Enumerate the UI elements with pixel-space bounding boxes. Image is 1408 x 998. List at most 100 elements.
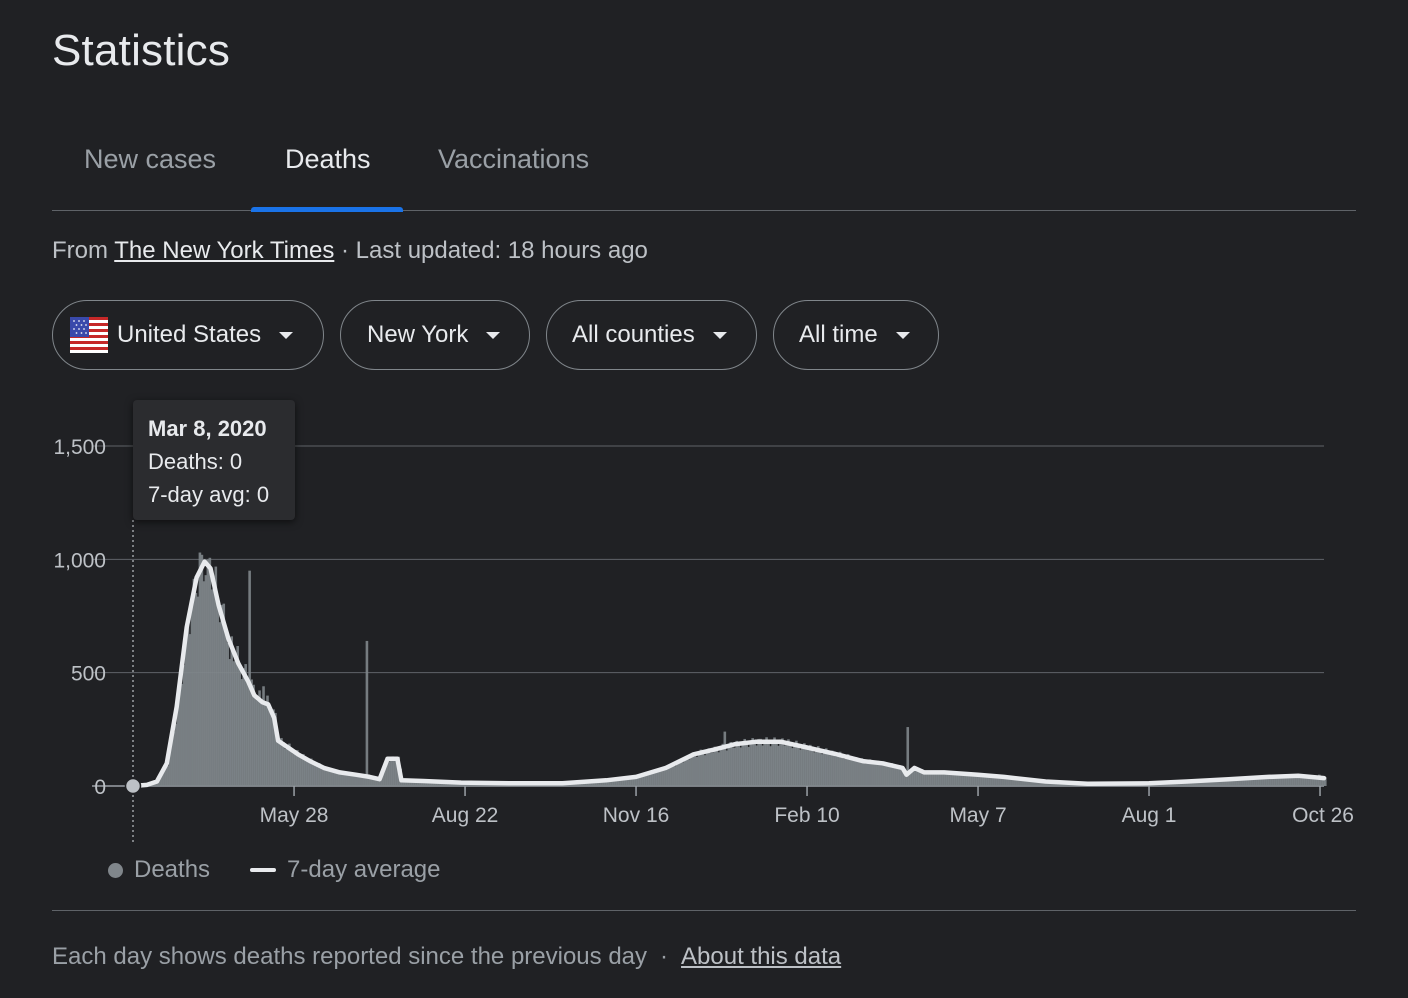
death-bar	[995, 776, 999, 786]
about-data-link[interactable]: About this data	[681, 943, 842, 970]
tab-vaccinations[interactable]: Vaccinations	[438, 144, 590, 174]
death-bar	[317, 763, 321, 786]
death-bar	[323, 766, 327, 786]
death-bar	[826, 753, 830, 786]
death-bar	[1254, 778, 1257, 786]
death-bar	[997, 777, 1001, 786]
source-link[interactable]: The New York Times	[114, 237, 335, 264]
death-bar	[204, 575, 208, 786]
death-bar	[697, 753, 701, 786]
death-bar	[1196, 781, 1200, 786]
death-bar	[771, 741, 774, 786]
death-bar	[888, 765, 892, 786]
death-bar	[1318, 774, 1321, 786]
death-bar	[1234, 778, 1238, 786]
state-filter[interactable]: New York	[340, 300, 530, 370]
death-bar	[914, 767, 917, 786]
chevron-down-icon	[895, 331, 910, 339]
death-bar	[882, 761, 886, 786]
deaths-chart[interactable]: 0 500 1,000 1,500 May 28 Aug 22 Nov 16 Feb 10 Ma…	[0, 390, 1408, 850]
death-bar	[968, 775, 971, 786]
death-bar	[874, 761, 878, 786]
death-bar	[622, 779, 625, 786]
death-bar	[309, 758, 313, 786]
death-bar	[232, 661, 236, 786]
death-bar	[413, 780, 416, 786]
death-bar	[814, 750, 818, 786]
death-bar	[349, 774, 353, 786]
death-bar	[765, 737, 768, 786]
death-bar	[282, 742, 285, 786]
death-bar	[709, 753, 713, 786]
death-bar	[1200, 780, 1204, 786]
death-bar	[643, 775, 647, 786]
death-bar	[1252, 777, 1256, 786]
death-bar	[395, 760, 399, 786]
death-bar	[852, 756, 856, 786]
death-bar	[1230, 779, 1234, 786]
death-bar	[638, 776, 641, 786]
tab-deaths[interactable]: Deaths	[285, 144, 371, 174]
death-bar	[244, 664, 247, 786]
death-bar	[1240, 779, 1244, 786]
time-range-filter[interactable]: All time	[773, 300, 939, 370]
death-bar	[164, 766, 168, 786]
death-bar	[1039, 780, 1043, 786]
last-updated: · Last updated: 18 hours ago	[341, 237, 648, 264]
death-bar	[1192, 780, 1196, 786]
death-bar	[751, 738, 754, 786]
death-bar	[1290, 776, 1293, 786]
country-filter[interactable]: United States	[52, 300, 324, 370]
death-bar	[1005, 777, 1009, 786]
death-bar	[958, 772, 961, 786]
death-bar	[206, 559, 210, 786]
death-bar	[425, 781, 428, 786]
death-bar	[954, 773, 957, 786]
death-bar	[653, 771, 657, 786]
death-bar	[393, 760, 397, 786]
death-bar	[920, 769, 923, 786]
county-filter[interactable]: All counties	[546, 300, 757, 370]
x-tick-label: Nov 16	[603, 804, 670, 827]
death-bar	[747, 747, 750, 786]
x-tick-label: May 28	[260, 804, 329, 827]
death-bar	[608, 780, 611, 786]
death-bar	[721, 743, 725, 786]
death-bar	[993, 775, 997, 786]
death-bar	[824, 748, 828, 786]
tooltip-deaths: Deaths: 0	[148, 449, 243, 474]
death-bar	[749, 741, 752, 786]
death-bar	[1262, 778, 1265, 786]
death-bar	[805, 749, 808, 786]
death-bar	[781, 738, 784, 786]
tab-new-cases[interactable]: New cases	[84, 144, 217, 174]
death-bar	[791, 748, 794, 786]
death-bar	[1226, 779, 1230, 786]
death-bar	[634, 776, 637, 786]
average-line	[130, 559, 1327, 789]
death-bar	[987, 775, 991, 786]
death-bar	[842, 758, 846, 786]
death-bar	[313, 765, 317, 786]
death-bar	[1296, 775, 1299, 786]
death-bar	[331, 768, 335, 786]
page-title: Statistics	[52, 26, 231, 75]
death-bar	[769, 746, 772, 786]
death-bar	[651, 773, 655, 786]
death-bar	[1007, 776, 1011, 786]
death-bar	[673, 766, 677, 786]
death-bar	[964, 772, 967, 786]
death-bar	[928, 771, 931, 786]
death-bar	[612, 779, 615, 786]
death-bar	[711, 752, 715, 786]
chart-legend: Deaths 7-day average	[108, 856, 440, 884]
death-bar	[375, 777, 379, 786]
death-bar	[850, 760, 854, 786]
death-bar	[773, 737, 776, 786]
death-bar	[290, 749, 293, 786]
death-bar	[288, 743, 291, 786]
death-bar	[1278, 776, 1281, 786]
death-bar	[858, 761, 862, 786]
death-bar	[439, 782, 442, 786]
death-bar	[832, 751, 836, 786]
